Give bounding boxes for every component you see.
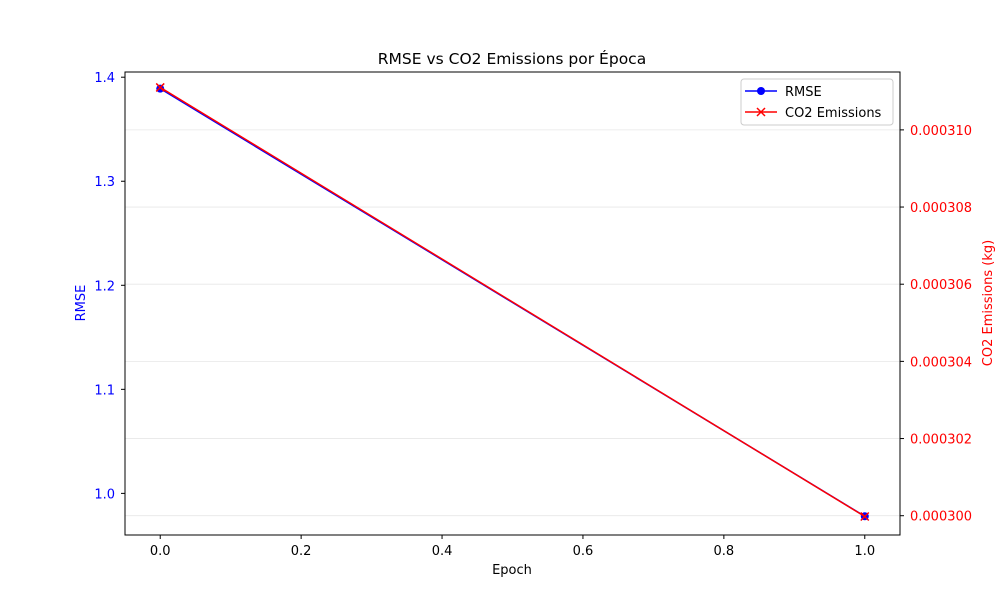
y-right-tick-label: 0.000306	[910, 278, 972, 293]
axes-layer: 0.000300 0.000302 0.000304 0.000306 0.000308…	[94, 71, 972, 559]
x-tick-label: 0.8	[714, 544, 735, 559]
legend-label-rmse: RMSE	[785, 85, 822, 100]
y-right-tick-label: 0.000302	[910, 433, 972, 448]
x-tick-label: 1.0	[854, 544, 875, 559]
y-left-tick-label: 1.0	[94, 487, 115, 502]
x-tick-label: 0.6	[573, 544, 594, 559]
plot-frame	[124, 71, 901, 536]
series-layer	[155, 82, 870, 522]
y-left-tick-label: 1.3	[94, 175, 115, 190]
y-left-tick-label: 1.4	[94, 71, 115, 86]
x-tick-label: 0.0	[150, 544, 171, 559]
legend-box	[740, 78, 894, 126]
legend-marker-rmse	[757, 87, 765, 95]
y-right-tick-label: 0.000310	[910, 124, 972, 139]
legend: RMSE CO2 Emissions	[740, 78, 894, 126]
series-line-co2-emissions	[159, 86, 866, 518]
data-point-co2-emissions	[860, 511, 870, 522]
legend-label-co2: CO2 Emissions	[785, 106, 882, 121]
y-left-tick-label: 1.1	[94, 383, 115, 398]
y-left-tick-label: 1.2	[94, 279, 115, 294]
x-tick-label: 0.4	[432, 544, 453, 559]
data-point-rmse	[156, 84, 165, 93]
y-right-tick-label: 0.000304	[910, 355, 972, 370]
data-point-co2-emissions	[155, 82, 165, 92]
y-right-tick-label: 0.000308	[910, 201, 972, 216]
y-axis-label-right: CO2 Emissions (kg)	[981, 240, 996, 366]
x-tick-label: 0.2	[291, 544, 312, 559]
y-axis-label-left: RMSE	[74, 285, 89, 322]
legend-marker-co2	[756, 107, 766, 117]
y-right-tick-label: 0.000300	[910, 510, 972, 525]
chart-title: RMSE vs CO2 Emissions por Época	[378, 49, 646, 68]
x-axis-label: Epoch	[492, 563, 532, 578]
grid-layer	[125, 129, 900, 517]
